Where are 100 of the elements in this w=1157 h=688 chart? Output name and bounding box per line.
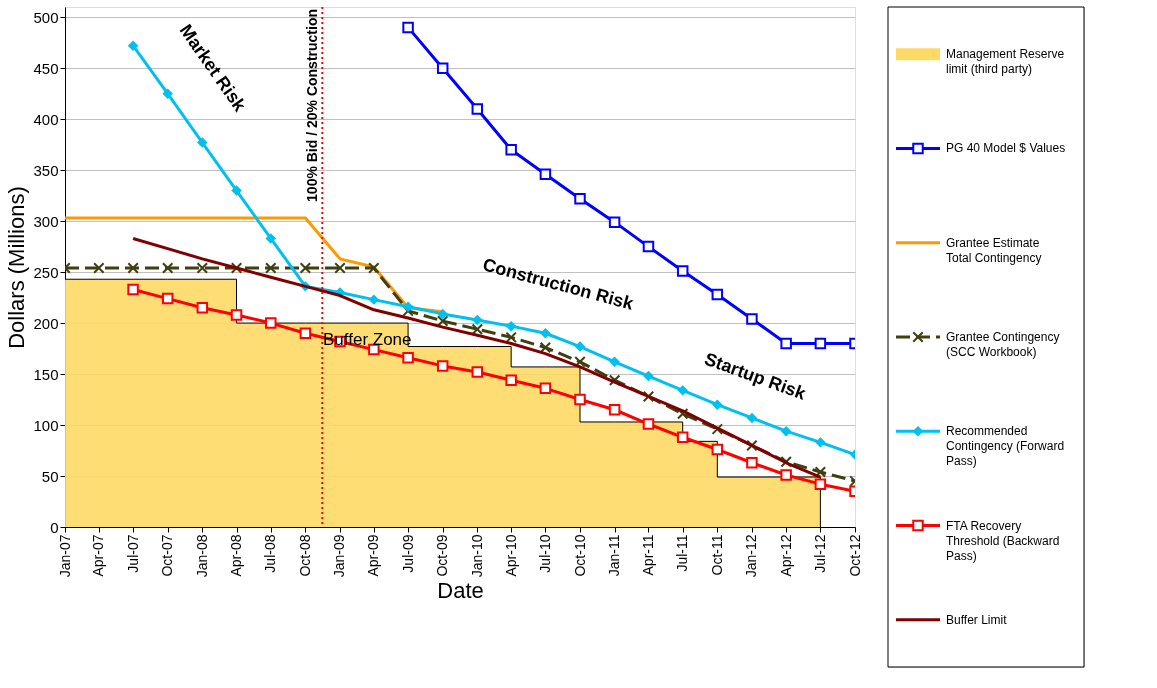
- legend-label: PG 40 Model $ Values: [946, 141, 1066, 156]
- point: [540, 328, 551, 339]
- point: [127, 283, 139, 296]
- y-tick-label: 350: [33, 161, 59, 179]
- point: [539, 168, 552, 180]
- point: [677, 385, 688, 396]
- point: [471, 103, 484, 115]
- point: [780, 425, 792, 437]
- x-tick-label: Oct-12: [846, 534, 863, 577]
- point: [162, 88, 173, 99]
- x-tick-label: Apr-11: [639, 534, 656, 576]
- legend-label: FTA Recovery Threshold (Backward Pass): [946, 518, 1060, 563]
- point: [127, 262, 139, 274]
- y-tick-label: 400: [33, 110, 59, 128]
- point: [161, 292, 174, 305]
- point: [539, 382, 552, 395]
- point: [127, 40, 139, 51]
- x-tick-label: Oct-10: [571, 534, 588, 577]
- point: [643, 370, 654, 382]
- point: [608, 216, 621, 228]
- point: [676, 265, 689, 277]
- x-tick-label: Apr-09: [365, 534, 382, 577]
- legend-label: Management Reserve limit (third party): [946, 47, 1065, 77]
- legend-label: Grantee Estimate Total Contingency: [946, 235, 1042, 265]
- point: [368, 262, 380, 274]
- point: [676, 431, 689, 444]
- point: [230, 309, 243, 321]
- point: [780, 337, 792, 350]
- y-tick-label: 300: [33, 212, 59, 230]
- point: [815, 437, 826, 448]
- point: [505, 331, 517, 344]
- x-tick-label: Oct-11: [708, 534, 725, 576]
- point: [436, 360, 449, 372]
- point: [505, 320, 517, 332]
- x-tick-label: Jul-08: [262, 534, 279, 573]
- x-axis-title: Date: [437, 578, 484, 604]
- x-tick-label: Jul-09: [399, 534, 416, 573]
- y-tick-label: 450: [33, 59, 59, 77]
- point: [814, 466, 827, 478]
- point: [197, 137, 208, 148]
- y-tick-label: 0: [50, 518, 59, 536]
- point: [676, 408, 689, 420]
- point: [471, 366, 484, 378]
- point: [608, 404, 621, 416]
- point: [161, 262, 174, 274]
- point: [505, 374, 517, 386]
- point: [402, 21, 414, 34]
- point: [712, 399, 723, 410]
- point: [609, 356, 620, 368]
- y-tick-label: 500: [33, 8, 59, 26]
- point: [814, 337, 827, 350]
- point: [711, 443, 724, 456]
- point: [780, 456, 792, 468]
- x-tick-label: Apr-07: [90, 534, 107, 577]
- point: [230, 262, 243, 274]
- point: [93, 262, 105, 274]
- y-axis-title: Dollars (Millions): [4, 186, 30, 349]
- y-tick-label: 250: [33, 263, 59, 281]
- legend-label: Recommended Contingency (Forward Pass): [946, 424, 1065, 469]
- legend-label: Buffer Limit: [946, 612, 1008, 627]
- point: [265, 317, 277, 329]
- point: [368, 294, 380, 305]
- point: [368, 343, 380, 356]
- x-tick-label: Jan-12: [743, 534, 760, 578]
- y-tick-label: 50: [41, 467, 59, 485]
- x-tick-label: Apr-12: [777, 534, 794, 577]
- point: [471, 323, 484, 335]
- x-tick-label: Jul-11: [674, 534, 691, 572]
- point: [265, 262, 277, 274]
- ref-line-label: 100% Bid / 20% Construction: [304, 9, 321, 202]
- x-tick-label: Jul-12: [811, 534, 828, 573]
- point: [574, 341, 586, 352]
- point: [642, 240, 655, 253]
- x-tick-label: Oct-08: [296, 534, 313, 577]
- x-tick-label: Jan-07: [56, 534, 73, 578]
- x-tick-label: Jan-11: [606, 534, 623, 577]
- x-tick-label: Jul-10: [536, 534, 553, 573]
- point: [780, 469, 792, 481]
- point: [746, 313, 758, 325]
- point: [642, 418, 655, 430]
- point: [642, 390, 655, 403]
- point: [402, 301, 414, 313]
- point: [574, 393, 586, 406]
- point: [472, 314, 483, 326]
- x-tick-label: Apr-08: [228, 534, 245, 577]
- point: [814, 478, 827, 490]
- point: [746, 439, 758, 452]
- point: [402, 352, 414, 364]
- x-tick-label: Jan-10: [468, 534, 485, 578]
- x-tick-label: Jan-08: [193, 534, 210, 578]
- point: [436, 315, 449, 327]
- y-tick-label: 150: [33, 365, 59, 383]
- legend-label: Grantee Contingency (SCC Workbook): [946, 330, 1060, 359]
- point: [711, 423, 724, 435]
- point: [231, 185, 242, 196]
- point: [711, 288, 724, 301]
- y-tick-label: 200: [33, 314, 59, 332]
- point: [436, 62, 449, 74]
- x-tick-label: Oct-07: [159, 534, 176, 577]
- x-tick-label: Jul-07: [124, 534, 141, 573]
